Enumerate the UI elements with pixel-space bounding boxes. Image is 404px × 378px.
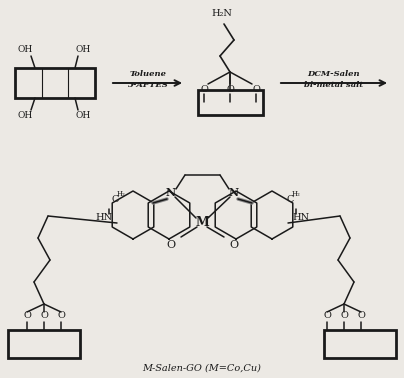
Text: HN: HN bbox=[292, 214, 309, 223]
Text: H₂: H₂ bbox=[117, 190, 125, 198]
Bar bbox=[8, 330, 80, 358]
Text: O: O bbox=[229, 240, 239, 250]
Text: O: O bbox=[252, 85, 260, 94]
Text: C: C bbox=[286, 195, 294, 204]
Text: M-Salen-GO (M=Co,Cu): M-Salen-GO (M=Co,Cu) bbox=[143, 364, 261, 372]
Text: N: N bbox=[229, 187, 239, 198]
Text: O: O bbox=[340, 311, 348, 321]
Text: O: O bbox=[23, 311, 31, 321]
Text: bi-metal salt: bi-metal salt bbox=[305, 81, 364, 89]
Text: DCM-Salen: DCM-Salen bbox=[308, 70, 360, 78]
Text: 3-APTES: 3-APTES bbox=[128, 81, 168, 89]
Text: OH: OH bbox=[76, 45, 90, 54]
Text: O: O bbox=[200, 85, 208, 94]
Text: O: O bbox=[166, 240, 176, 250]
Text: OH: OH bbox=[17, 112, 33, 121]
Text: O: O bbox=[57, 311, 65, 321]
Text: OH: OH bbox=[76, 112, 90, 121]
Text: H₂: H₂ bbox=[292, 190, 301, 198]
Text: O: O bbox=[323, 311, 331, 321]
Text: O: O bbox=[226, 85, 234, 94]
Text: C: C bbox=[112, 195, 119, 204]
Text: Toluene: Toluene bbox=[130, 70, 166, 78]
Bar bbox=[324, 330, 396, 358]
Text: OH: OH bbox=[17, 45, 33, 54]
Text: N: N bbox=[166, 187, 176, 198]
Bar bbox=[198, 90, 263, 115]
Text: HN: HN bbox=[95, 214, 113, 223]
Text: M: M bbox=[195, 215, 209, 228]
Bar bbox=[15, 68, 95, 98]
Text: H₂N: H₂N bbox=[212, 9, 232, 19]
Text: O: O bbox=[40, 311, 48, 321]
Text: O: O bbox=[357, 311, 365, 321]
